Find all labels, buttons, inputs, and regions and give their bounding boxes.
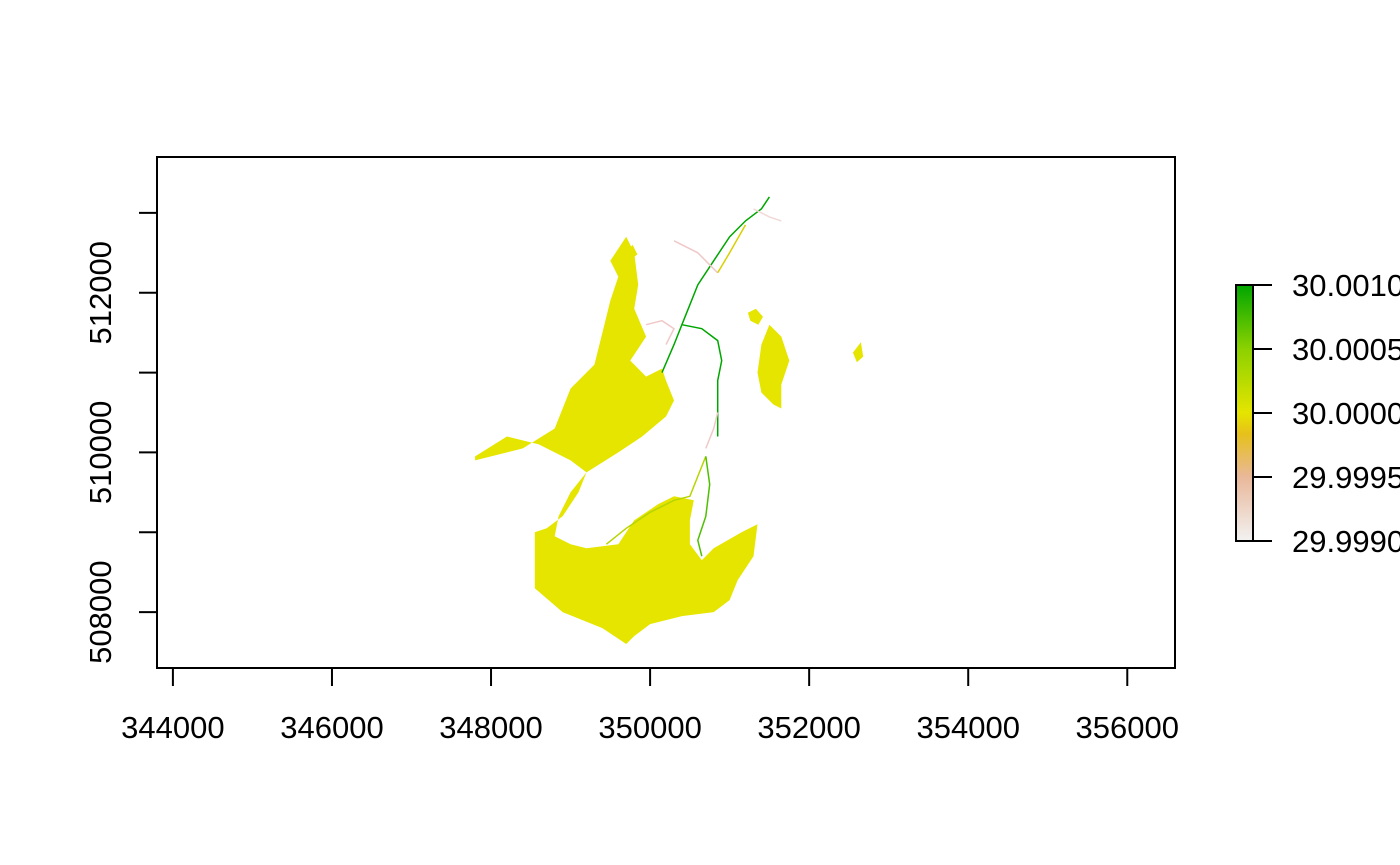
- stream-pink-upper: [673, 240, 719, 274]
- legend-tick-label: 29.9990: [1292, 524, 1400, 559]
- x-axis: 344000 346000 348000 350000 352000 354000 3560…: [121, 667, 1179, 745]
- stream-pink-middle: [705, 412, 719, 449]
- x-tick-label: 348000: [439, 710, 542, 745]
- region-main-landmass: [475, 236, 758, 645]
- stream-green-upper: [661, 196, 771, 373]
- region-west-islet: [626, 244, 638, 260]
- raster-regions: [475, 236, 864, 645]
- y-axis: 508000 510000 512000: [83, 211, 157, 664]
- stream-yellow-upper: [717, 224, 747, 274]
- x-tick-label: 346000: [280, 710, 383, 745]
- y-tick-label: 512000: [83, 241, 118, 344]
- color-legend: 30.0010 30.0005 30.0000 29.9995 29.9990: [1235, 268, 1400, 559]
- raster-streams: [605, 196, 782, 557]
- colorbar: [1235, 284, 1254, 542]
- legend-tick-label: 30.0005: [1292, 332, 1400, 367]
- stream-green-lower: [697, 456, 711, 557]
- x-tick-label: 344000: [121, 710, 224, 745]
- x-tick-label: 354000: [916, 710, 1019, 745]
- y-tick-label: 510000: [83, 401, 118, 504]
- legend-tick-label: 30.0010: [1292, 268, 1400, 303]
- legend-tick-label: 29.9995: [1292, 460, 1400, 495]
- x-tick-label: 352000: [757, 710, 860, 745]
- y-tick-label: 508000: [83, 560, 118, 663]
- stream-pink-north: [753, 208, 782, 222]
- region-east-island: [757, 324, 790, 409]
- region-far-east-islet: [852, 342, 864, 363]
- x-tick-label: 350000: [598, 710, 701, 745]
- region-east-islet-north: [747, 308, 763, 325]
- stream-pink-west: [645, 319, 675, 345]
- stream-yellow-lower: [605, 456, 707, 545]
- x-tick-label: 356000: [1076, 710, 1179, 745]
- legend-tick-label: 30.0000: [1292, 396, 1400, 431]
